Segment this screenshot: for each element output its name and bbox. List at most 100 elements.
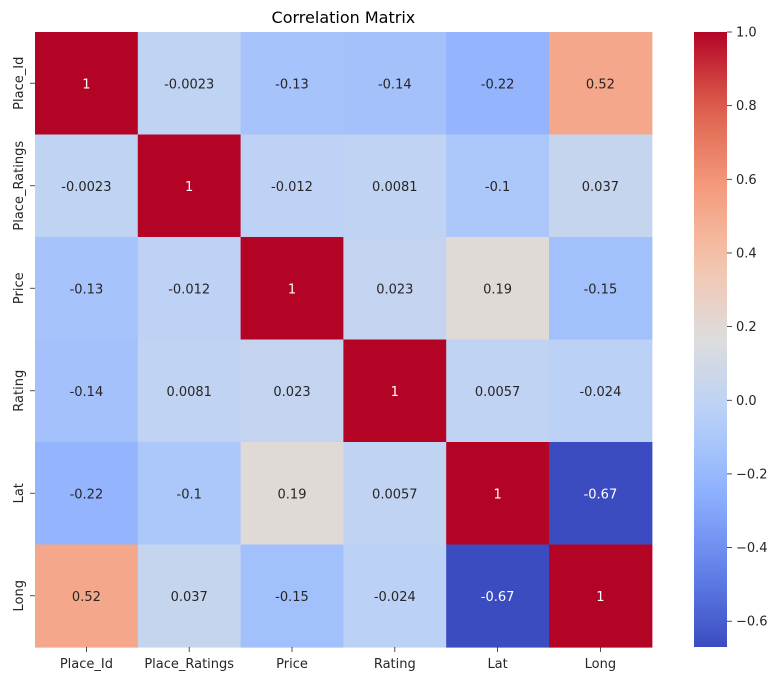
heatmap-cell-5-0 — [35, 544, 139, 648]
heatmap-cell-0-3 — [343, 32, 447, 136]
cell-label-4-0: -0.22 — [70, 487, 104, 502]
heatmap-cell-3-2 — [240, 339, 344, 443]
heatmap-cell-4-4 — [446, 442, 550, 546]
x-tick-label: Place_Id — [60, 657, 113, 672]
heatmap-cell-0-5 — [549, 32, 653, 136]
cell-label-2-1: -0.012 — [168, 282, 210, 297]
cell-label-3-3: 1 — [391, 385, 399, 400]
y-tick-label: Rating — [12, 370, 27, 412]
y-tick-label: Place_Id — [12, 57, 27, 110]
cell-label-1-5: 0.037 — [582, 180, 619, 195]
heatmap-cell-5-3 — [343, 544, 447, 648]
colorbar-tick-label: 1.0 — [736, 26, 757, 41]
heatmap-cell-5-2 — [240, 544, 344, 648]
cell-label-2-3: 0.023 — [376, 282, 413, 297]
cell-label-4-3: 0.0057 — [372, 487, 418, 502]
colorbar-tick-label: 0.2 — [736, 320, 757, 335]
heatmap-cell-0-4 — [446, 32, 550, 136]
chart-title: Correlation Matrix — [272, 8, 416, 27]
y-tick-label: Lat — [12, 483, 27, 503]
heatmap-cell-3-0 — [35, 339, 139, 443]
colorbar-gradient — [694, 32, 727, 647]
cell-label-0-1: -0.0023 — [164, 77, 214, 92]
cell-label-4-4: 1 — [493, 487, 501, 502]
heatmap-cell-3-4 — [446, 339, 550, 443]
heatmap-cell-1-5 — [549, 134, 653, 238]
cell-label-1-1: 1 — [185, 180, 193, 195]
colorbar-tick-label: −0.2 — [736, 467, 768, 482]
y-tick-label: Place_Ratings — [12, 141, 27, 231]
heatmap-cell-4-2 — [240, 442, 344, 546]
colorbar-tick-label: 0.6 — [736, 173, 757, 188]
heatmap-cell-1-1 — [137, 134, 242, 238]
cell-label-2-2: 1 — [288, 282, 296, 297]
colorbar-tick-label: −0.6 — [736, 615, 768, 630]
heatmap-cell-2-3 — [343, 237, 447, 341]
heatmap-cell-3-3 — [343, 339, 447, 443]
heatmap-cell-3-1 — [137, 339, 242, 443]
heatmap-cell-0-2 — [240, 32, 344, 136]
heatmap-cell-2-1 — [137, 237, 242, 341]
cell-label-3-0: -0.14 — [70, 385, 104, 400]
heatmap-cell-1-2 — [240, 134, 344, 238]
cell-label-2-4: 0.19 — [483, 282, 512, 297]
heatmap-cell-4-3 — [343, 442, 447, 546]
cell-label-3-5: -0.024 — [579, 385, 621, 400]
y-tick-label: Long — [12, 580, 27, 611]
heatmap-cell-1-3 — [343, 134, 447, 238]
x-axis-ticks: Place_Id Place_Ratings Price Rating Lat Long — [60, 647, 616, 672]
heatmap-cell-4-5 — [549, 442, 653, 546]
cell-label-5-5: 1 — [596, 590, 604, 605]
heatmap-cell-0-1 — [137, 32, 242, 136]
heatmap-cell-5-1 — [137, 544, 242, 648]
colorbar-tick-label: 0.0 — [736, 394, 757, 409]
cell-label-3-4: 0.0057 — [475, 385, 521, 400]
cell-label-1-2: -0.012 — [271, 180, 313, 195]
heatmap-cell-4-0 — [35, 442, 139, 546]
heatmap-cell-1-4 — [446, 134, 550, 238]
cell-label-4-2: 0.19 — [278, 487, 307, 502]
x-tick-label: Price — [276, 657, 308, 672]
heatmap-cell-5-4 — [446, 544, 550, 648]
heatmap-cell-labels: 1 -0.0023 -0.13 -0.14 -0.22 0.52 -0.0023 1 -0.01… — [61, 77, 621, 605]
heatmap-cells — [35, 32, 653, 648]
x-tick-label: Long — [585, 657, 616, 672]
cell-label-4-5: -0.67 — [584, 487, 618, 502]
cell-label-3-2: 0.023 — [273, 385, 310, 400]
heatmap-cell-5-5 — [549, 544, 653, 648]
cell-label-1-4: -0.1 — [485, 180, 510, 195]
heatmap-cell-2-4 — [446, 237, 550, 341]
cell-label-0-2: -0.13 — [275, 77, 309, 92]
cell-label-1-3: 0.0081 — [372, 180, 418, 195]
heatmap-cell-2-5 — [549, 237, 653, 341]
cell-label-2-5: -0.15 — [584, 282, 618, 297]
cell-label-0-0: 1 — [82, 77, 90, 92]
colorbar-tick-label: −0.4 — [736, 541, 768, 556]
heatmap-cell-1-0 — [35, 134, 139, 238]
cell-label-0-4: -0.22 — [481, 77, 515, 92]
heatmap-cell-2-0 — [35, 237, 139, 341]
x-tick-label: Lat — [487, 657, 507, 672]
cell-label-5-1: 0.037 — [171, 590, 208, 605]
cell-label-4-1: -0.1 — [177, 487, 202, 502]
cell-label-5-4: -0.67 — [481, 590, 515, 605]
cell-label-1-0: -0.0023 — [61, 180, 111, 195]
x-tick-label: Rating — [374, 657, 416, 672]
cell-label-2-0: -0.13 — [70, 282, 104, 297]
cell-label-0-5: 0.52 — [586, 77, 615, 92]
heatmap-cell-4-1 — [137, 442, 242, 546]
colorbar: −0.6 −0.4 −0.2 0.0 0.2 0.4 0.6 0.8 1.0 — [694, 26, 768, 647]
colorbar-tick-label: 0.8 — [736, 99, 757, 114]
y-tick-label: Price — [12, 272, 27, 304]
cell-label-5-2: -0.15 — [275, 590, 309, 605]
cell-label-0-3: -0.14 — [378, 77, 412, 92]
x-tick-label: Place_Ratings — [144, 657, 234, 672]
heatmap-cell-3-5 — [549, 339, 653, 443]
heatmap-cell-0-0 — [35, 32, 139, 136]
heatmap-cell-2-2 — [240, 237, 344, 341]
colorbar-tick-label: 0.4 — [736, 246, 757, 261]
cell-label-5-3: -0.024 — [374, 590, 416, 605]
cell-label-3-1: 0.0081 — [166, 385, 212, 400]
cell-label-5-0: 0.52 — [72, 590, 101, 605]
